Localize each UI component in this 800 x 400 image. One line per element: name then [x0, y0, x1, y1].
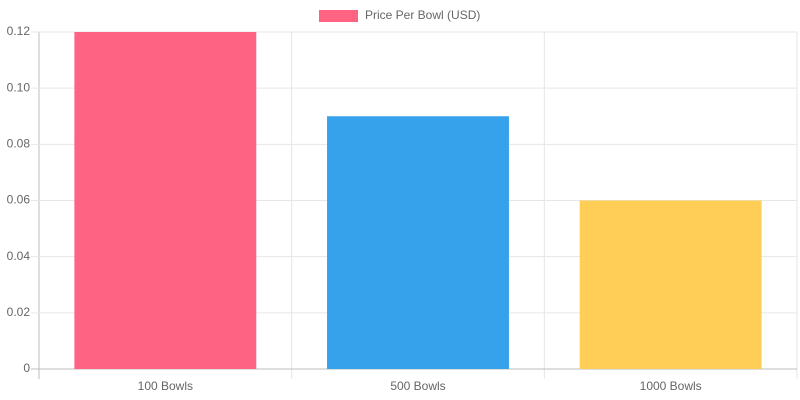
legend: Price Per Bowl (USD) — [319, 8, 480, 22]
x-tick-label: 1000 Bowls — [640, 379, 702, 393]
legend-swatch — [319, 10, 358, 22]
y-tick-label: 0.12 — [7, 24, 31, 38]
y-tick-label: 0.04 — [7, 249, 31, 263]
legend-label: Price Per Bowl (USD) — [365, 8, 480, 22]
y-tick-label: 0 — [23, 361, 30, 375]
bar — [74, 32, 257, 369]
y-tick-label: 0.08 — [7, 137, 31, 151]
x-tick-label: 500 Bowls — [390, 379, 445, 393]
y-tick-label: 0.06 — [7, 193, 31, 207]
bar — [579, 200, 762, 369]
bar — [327, 116, 509, 369]
y-tick-label: 0.02 — [7, 305, 31, 319]
x-tick-label: 100 Bowls — [138, 379, 193, 393]
y-tick-label: 0.10 — [7, 80, 31, 94]
